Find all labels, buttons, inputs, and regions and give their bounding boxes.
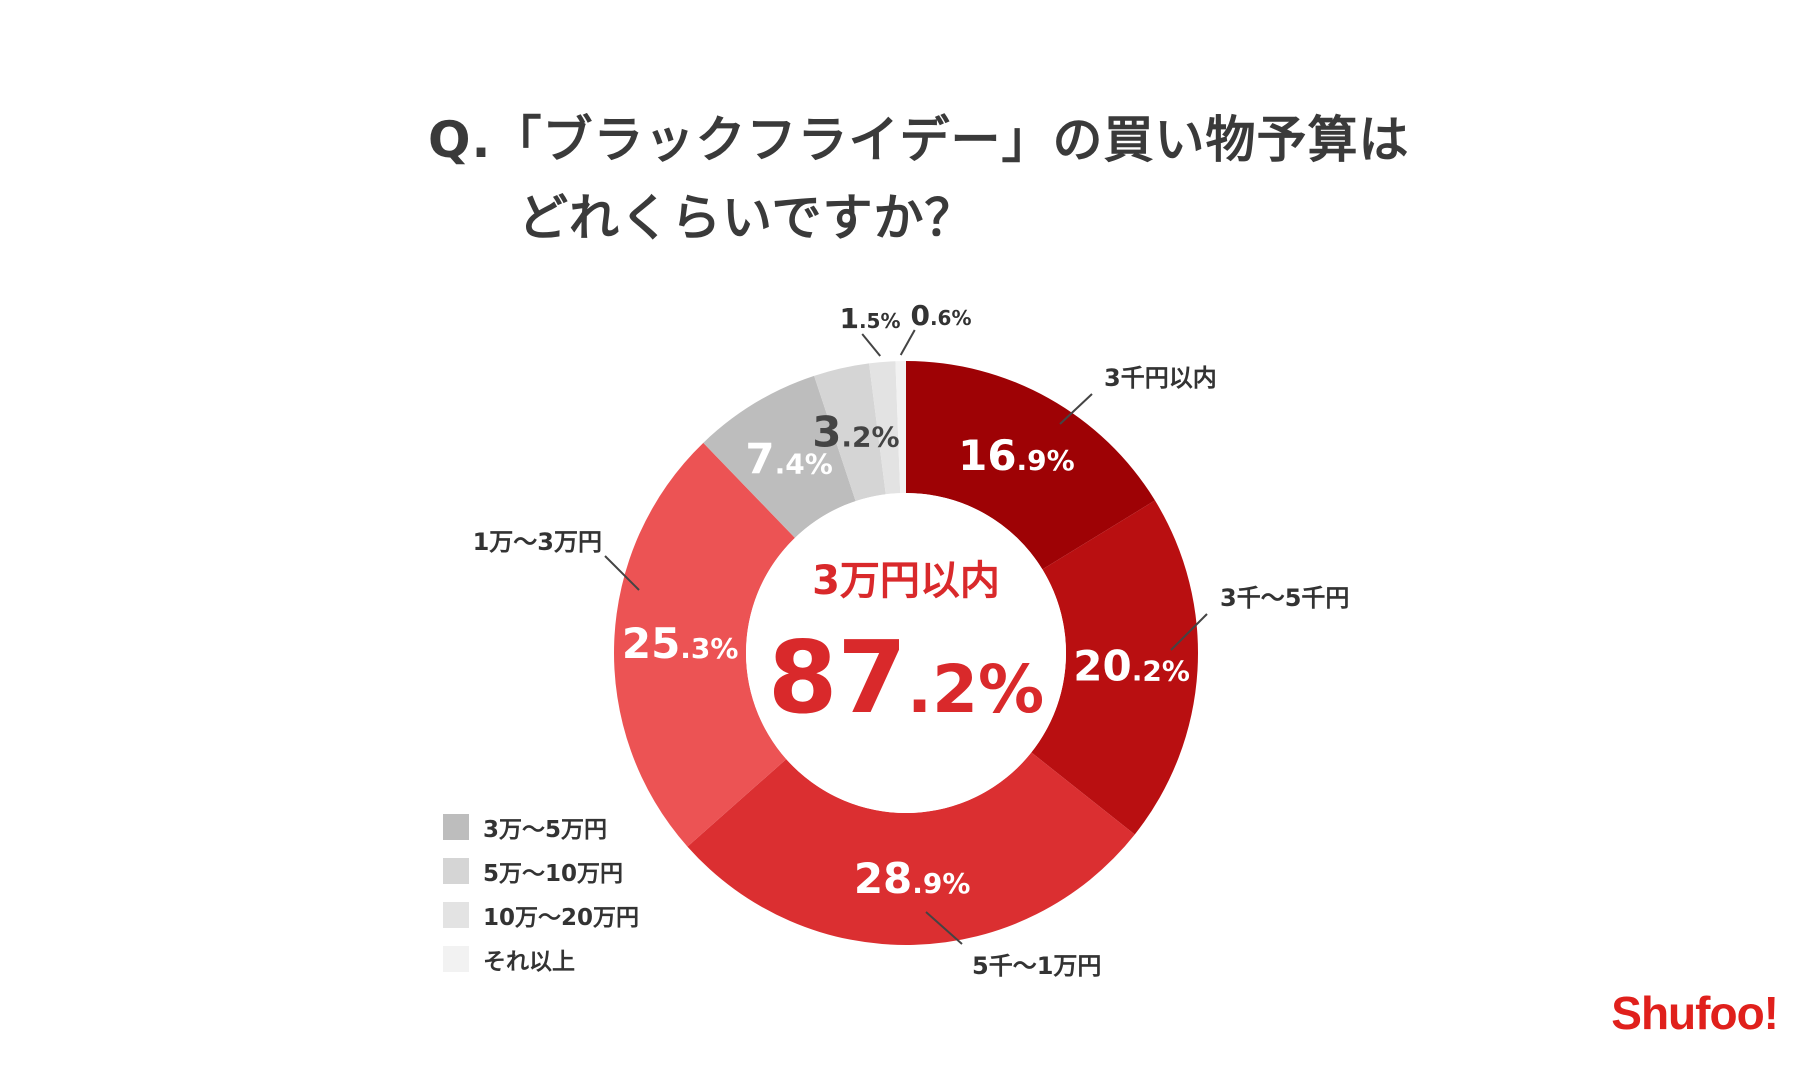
category-label: 3千円以内 (1104, 364, 1217, 392)
value-label: 28.9% (854, 854, 971, 903)
legend-label: 5万〜10万円 (483, 861, 624, 887)
value-label: 7.4% (745, 435, 832, 484)
chart-title-line-1: Q.「ブラックフライデー」の買い物予算は (428, 111, 1410, 169)
leader-line (1170, 613, 1208, 651)
value-label: 1.5% (839, 302, 900, 335)
category-label: 1万〜3万円 (473, 528, 602, 556)
center-label: 3万円以内 (812, 558, 1000, 604)
value-label: 3.2% (812, 408, 899, 457)
legend-swatch (443, 814, 469, 840)
leader-line (604, 555, 640, 591)
donut-slice (687, 752, 1135, 946)
legend-swatch (443, 858, 469, 884)
legend-swatch (443, 946, 469, 972)
value-label: 16.9% (958, 431, 1075, 480)
shufoo-logo: Shufoo! (1611, 987, 1779, 1039)
category-label: 3千〜5千円 (1220, 584, 1349, 612)
donut-slice (703, 375, 856, 538)
donut-slice (814, 363, 886, 502)
legend-item: 3万〜5万円 (443, 814, 639, 843)
legend-item: 10万〜20万円 (443, 902, 639, 931)
donut-hole (746, 493, 1066, 813)
legend-item: それ以上 (443, 946, 639, 975)
legend-label: 10万〜20万円 (483, 905, 640, 931)
chart-title-line-2: どれくらいですか？ (518, 189, 976, 247)
value-label: 20.2% (1073, 642, 1190, 691)
donut-slice (869, 361, 901, 495)
category-label: 5千〜1万円 (972, 952, 1101, 980)
legend: 3万〜5万円 5万〜10万円 10万〜20万円 それ以上 (443, 814, 639, 990)
legend-label: 3万〜5万円 (483, 817, 608, 843)
donut-slice (1031, 500, 1198, 835)
donut-slice (895, 361, 906, 494)
leader-line (925, 911, 963, 945)
legend-swatch (443, 902, 469, 928)
leader-line (1059, 393, 1093, 425)
value-label: 25.3% (622, 619, 739, 668)
leader-line (899, 329, 916, 356)
legend-label: それ以上 (483, 949, 575, 975)
value-label: 0.6% (910, 299, 971, 332)
legend-item: 5万〜10万円 (443, 858, 639, 887)
donut-slice (906, 361, 1155, 570)
leader-line (861, 333, 881, 357)
center-value: 87.2% (768, 619, 1044, 736)
donut-slice (614, 442, 795, 847)
